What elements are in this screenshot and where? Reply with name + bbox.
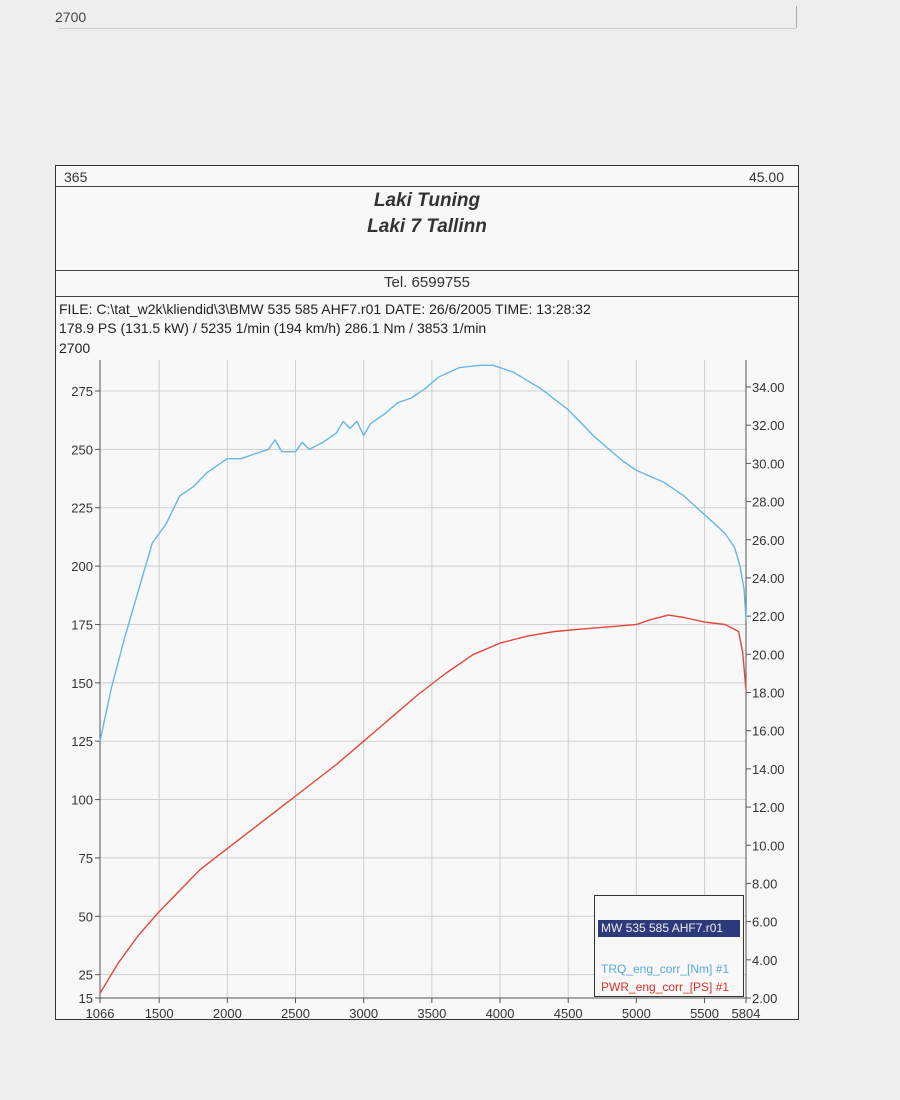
legend-item-torque: TRQ_eng_corr_[Nm] #1 [601, 962, 730, 976]
scan-top-rule [58, 28, 796, 29]
legend-file-name[interactable]: MW 535 585 AHF7.r01 [598, 920, 740, 937]
x-tick-label: 3000 [349, 1006, 378, 1021]
y-left-tick-label: 75 [79, 851, 93, 866]
x-tick-label: 5500 [690, 1006, 719, 1021]
top-right-scale-value: 45.00 [748, 169, 784, 185]
top-left-scale-value: 365 [64, 169, 88, 185]
y-left-tick-label: 200 [71, 559, 93, 574]
scan-top-tick [796, 6, 797, 28]
company-header: Laki Tuning Laki 7 Tallinn [56, 186, 798, 271]
y-right-tick-label: 2.00 [752, 991, 777, 1006]
y-right-tick-label: 32.00 [752, 418, 785, 433]
x-tick-label: 2000 [213, 1006, 242, 1021]
x-tick-label: 1066 [86, 1006, 115, 1021]
y-right-tick-label: 16.00 [752, 724, 785, 739]
y-right-tick-label: 4.00 [752, 953, 777, 968]
x-tick-label: 5804 [732, 1006, 761, 1021]
y-left-tick-label: 150 [71, 676, 93, 691]
top-scale-bar: 365 45.00 [56, 166, 798, 187]
y-right-tick-label: 14.00 [752, 762, 785, 777]
peak-values-line: 178.9 PS (131.5 kW) / 5235 1/min (194 km… [59, 320, 487, 336]
y-left-tick-label: 175 [71, 617, 93, 632]
legend-item-power: PWR_eng_corr_[PS] #1 [601, 980, 730, 994]
power-line [99, 614, 747, 994]
y-right-tick-label: 30.00 [752, 456, 785, 471]
series-lines [99, 364, 747, 994]
y-left-tick-label: 275 [71, 384, 93, 399]
y-right-tick-label: 20.00 [752, 647, 785, 662]
y-right-tick-label: 26.00 [752, 533, 785, 548]
y-right-tick-label: 12.00 [752, 800, 785, 815]
y-left-tick-label: 225 [71, 501, 93, 516]
y-right-tick-label: 6.00 [752, 915, 777, 930]
y-right-tick-label: 22.00 [752, 609, 785, 624]
x-tick-label: 1500 [145, 1006, 174, 1021]
x-tick-label: 4500 [554, 1006, 583, 1021]
info-secondary-value: 2700 [59, 340, 91, 356]
x-tick-label: 3500 [417, 1006, 446, 1021]
torque-line [99, 364, 747, 742]
y-right-tick-label: 28.00 [752, 495, 785, 510]
axes: 1066 1500 2000 2500 3000 3500 4000 4500 5000 5500… [71, 360, 785, 1021]
company-address: Laki 7 Tallinn [367, 216, 487, 237]
x-tick-label: 4000 [486, 1006, 515, 1021]
y-right-tick-label: 24.00 [752, 571, 785, 586]
y-right-tick-label: 8.00 [752, 876, 777, 891]
y-right-tick-label: 34.00 [752, 380, 785, 395]
y-left-tick-label: 25 [79, 968, 93, 983]
file-info-line: FILE: C:\tat_w2k\kliendid\3\BMW 535 585 … [59, 301, 591, 317]
y-left-tick-label: 250 [71, 442, 93, 457]
y-right-tick-label: 10.00 [752, 838, 785, 853]
y-left-tick-label: 125 [71, 734, 93, 749]
legend: MW 535 585 AHF7.r01 TRQ_eng_corr_[Nm] #1… [594, 895, 744, 997]
y-left-tick-label: 100 [71, 793, 93, 808]
x-tick-label: 5000 [622, 1006, 651, 1021]
phone-row: Tel. 6599755 [56, 270, 798, 297]
x-tick-label: 2500 [281, 1006, 310, 1021]
dyno-chart-frame: 365 45.00 Laki Tuning Laki 7 Tallinn Tel… [55, 165, 799, 1020]
y-right-tick-label: 18.00 [752, 686, 785, 701]
scan-top-label: 2700 [55, 9, 87, 25]
phone-number: Tel. 6599755 [384, 274, 470, 291]
y-left-tick-label: 15 [79, 991, 93, 1006]
company-name: Laki Tuning [373, 190, 481, 211]
y-left-tick-label: 50 [79, 909, 93, 924]
